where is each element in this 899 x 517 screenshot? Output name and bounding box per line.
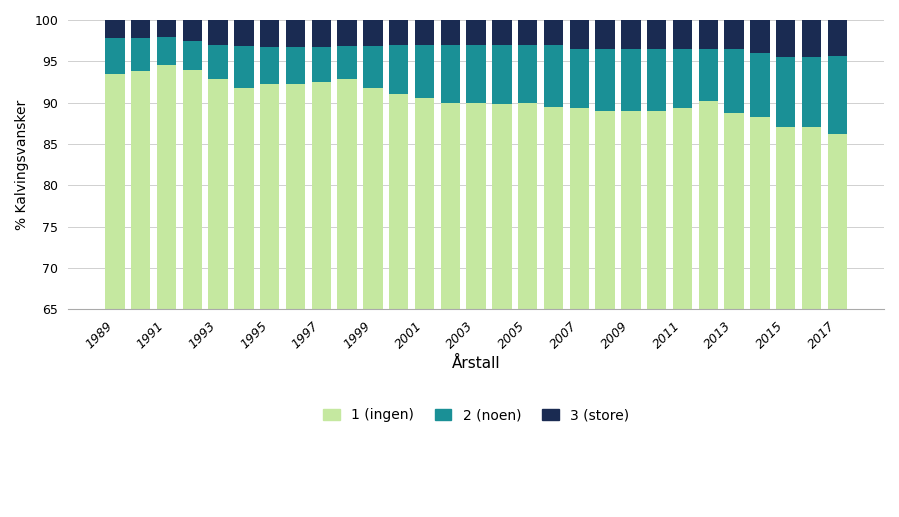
- Bar: [389, 45, 408, 95]
- Bar: [312, 20, 331, 47]
- Bar: [699, 49, 718, 101]
- Bar: [414, 98, 434, 309]
- Bar: [286, 84, 305, 309]
- Bar: [570, 109, 589, 309]
- Bar: [699, 101, 718, 309]
- Bar: [647, 49, 666, 111]
- Bar: [260, 84, 280, 309]
- Bar: [260, 20, 280, 47]
- Bar: [337, 80, 357, 309]
- Bar: [441, 102, 460, 309]
- Y-axis label: % Kalvingsvansker: % Kalvingsvansker: [15, 99, 29, 230]
- Bar: [467, 20, 485, 45]
- Bar: [337, 20, 357, 47]
- Bar: [672, 49, 692, 109]
- Bar: [182, 41, 202, 70]
- Bar: [235, 47, 254, 88]
- X-axis label: Årstall: Årstall: [452, 356, 501, 371]
- Bar: [750, 117, 770, 309]
- Bar: [312, 47, 331, 82]
- Bar: [621, 20, 640, 49]
- Bar: [647, 20, 666, 49]
- Bar: [467, 102, 485, 309]
- Bar: [467, 45, 485, 102]
- Bar: [828, 20, 847, 55]
- Bar: [131, 38, 150, 71]
- Bar: [389, 20, 408, 45]
- Bar: [182, 20, 202, 41]
- Legend: 1 (ingen), 2 (noen), 3 (store): 1 (ingen), 2 (noen), 3 (store): [317, 403, 635, 428]
- Bar: [105, 20, 125, 38]
- Bar: [828, 134, 847, 309]
- Bar: [828, 55, 847, 134]
- Bar: [363, 88, 383, 309]
- Bar: [156, 66, 176, 309]
- Bar: [518, 102, 538, 309]
- Bar: [156, 37, 176, 66]
- Bar: [414, 20, 434, 45]
- Bar: [802, 20, 821, 57]
- Bar: [286, 20, 305, 47]
- Bar: [363, 20, 383, 47]
- Bar: [672, 20, 692, 49]
- Bar: [750, 20, 770, 53]
- Bar: [595, 49, 615, 111]
- Bar: [131, 71, 150, 309]
- Bar: [518, 45, 538, 102]
- Bar: [570, 20, 589, 49]
- Bar: [312, 82, 331, 309]
- Bar: [647, 111, 666, 309]
- Bar: [156, 20, 176, 37]
- Bar: [260, 47, 280, 84]
- Bar: [518, 20, 538, 45]
- Bar: [725, 113, 743, 309]
- Bar: [182, 70, 202, 309]
- Bar: [235, 88, 254, 309]
- Bar: [441, 20, 460, 45]
- Bar: [725, 49, 743, 113]
- Bar: [209, 45, 227, 80]
- Bar: [621, 49, 640, 111]
- Bar: [286, 47, 305, 84]
- Bar: [414, 45, 434, 98]
- Bar: [492, 20, 512, 45]
- Bar: [544, 20, 563, 45]
- Bar: [776, 57, 796, 127]
- Bar: [492, 45, 512, 104]
- Bar: [363, 47, 383, 88]
- Bar: [725, 20, 743, 49]
- Bar: [570, 49, 589, 109]
- Bar: [105, 38, 125, 74]
- Bar: [209, 80, 227, 309]
- Bar: [802, 127, 821, 309]
- Bar: [131, 20, 150, 38]
- Bar: [441, 45, 460, 102]
- Bar: [595, 20, 615, 49]
- Bar: [544, 45, 563, 107]
- Bar: [492, 104, 512, 309]
- Bar: [699, 20, 718, 49]
- Bar: [595, 111, 615, 309]
- Bar: [776, 20, 796, 57]
- Bar: [389, 95, 408, 309]
- Bar: [235, 20, 254, 47]
- Bar: [750, 53, 770, 117]
- Bar: [672, 109, 692, 309]
- Bar: [544, 107, 563, 309]
- Bar: [105, 74, 125, 309]
- Bar: [776, 127, 796, 309]
- Bar: [802, 57, 821, 127]
- Bar: [337, 47, 357, 80]
- Bar: [621, 111, 640, 309]
- Bar: [209, 20, 227, 45]
